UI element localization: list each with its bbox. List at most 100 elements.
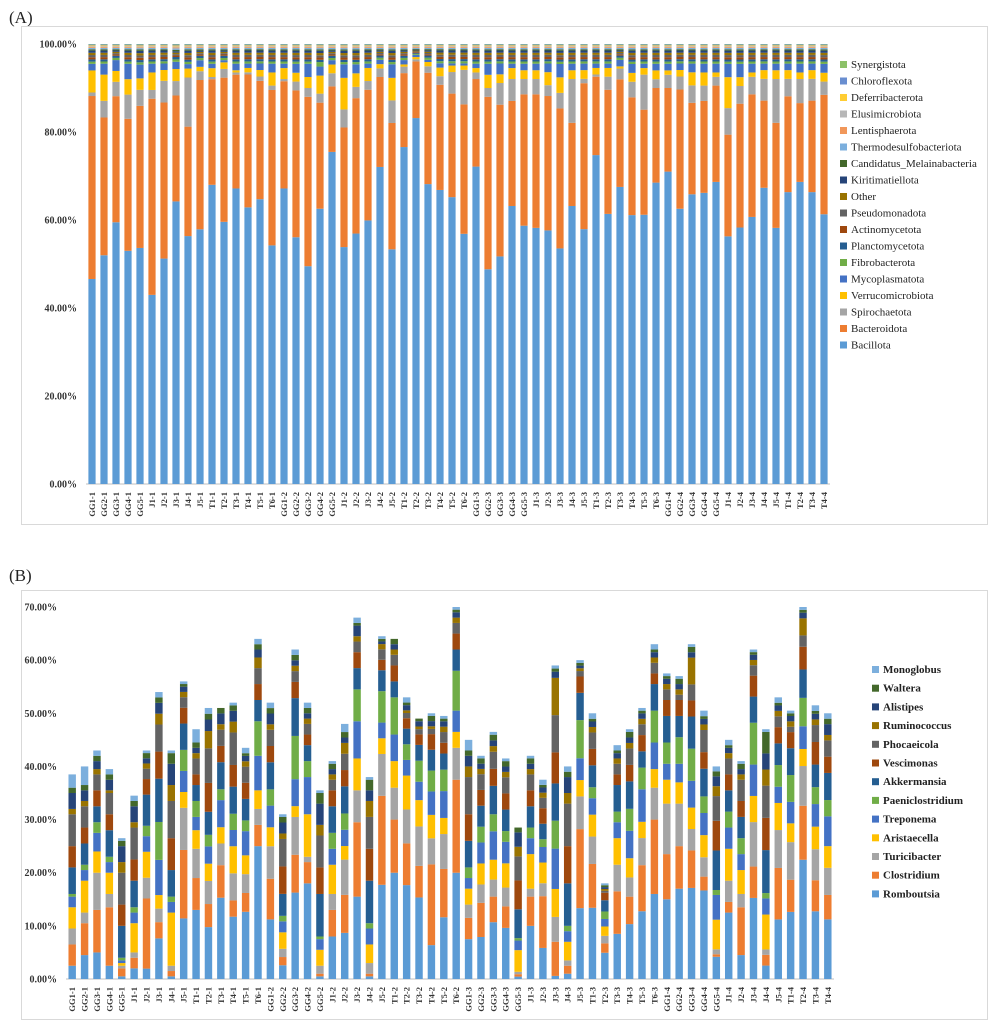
bar-segment [256,54,264,58]
bar-segment [155,692,163,698]
bar-segment [316,44,324,46]
legend-label: Akkermansia [883,776,947,788]
x-tick-label: GG3-1 [111,492,121,517]
bar-segment [676,47,684,48]
bar-segment [588,907,597,979]
bar-segment [118,957,126,961]
bar-segment [328,50,336,52]
bar-segment [88,278,96,484]
bar-segment [88,55,96,58]
bar-segment [664,52,672,55]
bar-segment [232,46,240,48]
bar-segment [576,908,584,979]
bar-segment [208,68,216,77]
bar-segment [700,63,708,73]
y-tick-label: 70.00% [25,603,58,614]
legend-label: Actinomycetota [851,224,921,236]
bar-segment [737,955,745,979]
bar-segment [824,867,832,895]
bar-segment [576,671,584,677]
bar-segment [136,62,144,65]
bar-segment [484,59,492,62]
y-tick-label: 0.00% [50,480,78,491]
bar-segment [412,49,420,51]
bar-segment [184,59,192,62]
bar-segment [220,47,228,50]
bar-segment [292,46,300,48]
bar-segment [316,46,324,48]
bar-segment [80,800,89,807]
bar-segment [340,737,349,743]
bar-segment [489,746,498,752]
bar-segment [484,61,492,64]
bar-segment [400,51,408,54]
bar-segment [172,61,180,70]
bar-segment [229,846,237,874]
bar-segment [204,719,213,732]
bar-segment [179,684,188,687]
bar-segment [811,764,820,788]
bar-segment [204,880,213,905]
bar-segment [291,671,299,682]
bar-segment [440,834,448,869]
x-tick-label: GG1-2 [279,492,289,517]
bar-segment [724,44,732,46]
bar-segment [448,45,456,47]
bar-segment [352,50,360,54]
bar-segment [568,63,576,71]
bar-segment [820,46,828,48]
bar-segment [796,59,804,62]
bar-segment [88,52,96,56]
bar-segment [303,777,312,815]
bar-segment [796,49,804,51]
x-tick-label: J4-1 [183,492,193,508]
x-tick-label: J1-1 [147,492,157,508]
bar-segment [340,770,349,787]
bar-segment [808,70,816,79]
bar-segment [352,233,360,484]
bar-segment [93,952,101,979]
bar-segment [737,800,745,817]
bar-segment [388,62,396,65]
bar-segment [400,45,408,47]
bar-segment [580,70,588,79]
bar-segment [328,779,337,791]
bar-segment [808,100,816,193]
bar-segment [112,50,120,52]
y-tick-label: 40.00% [45,304,78,315]
bar-segment [316,59,324,63]
bar-segment [244,57,252,60]
bar-segment [292,44,300,46]
bar-segment [464,750,473,756]
bar-segment [737,763,745,770]
bar-segment [148,49,156,51]
bar-segment [204,904,213,928]
bar-segment [520,225,528,485]
bar-segment [700,835,708,858]
x-tick-label: GG2-2 [278,987,288,1012]
bar-segment [460,61,468,64]
bar-segment [675,737,683,764]
bar-segment [68,893,76,897]
bar-segment [427,791,436,815]
bar-segment [700,718,708,725]
bar-segment [811,880,820,912]
bar-segment [592,54,600,58]
bar-segment [712,956,721,979]
bar-segment [376,44,384,46]
bar-segment [820,49,828,51]
y-tick-label: 100.00% [40,40,78,51]
bar-segment [232,54,240,58]
bar-segment [364,81,372,90]
bar-segment [724,45,732,47]
bar-segment [675,678,683,685]
bar-segment [378,884,386,979]
bar-segment [241,855,250,875]
bar-segment [124,52,132,55]
bar-segment [452,617,460,623]
bar-segment [402,728,411,745]
bar-segment [664,55,672,58]
bar-segment [340,77,348,110]
bar-segment [184,46,192,48]
bar-segment [477,902,485,937]
